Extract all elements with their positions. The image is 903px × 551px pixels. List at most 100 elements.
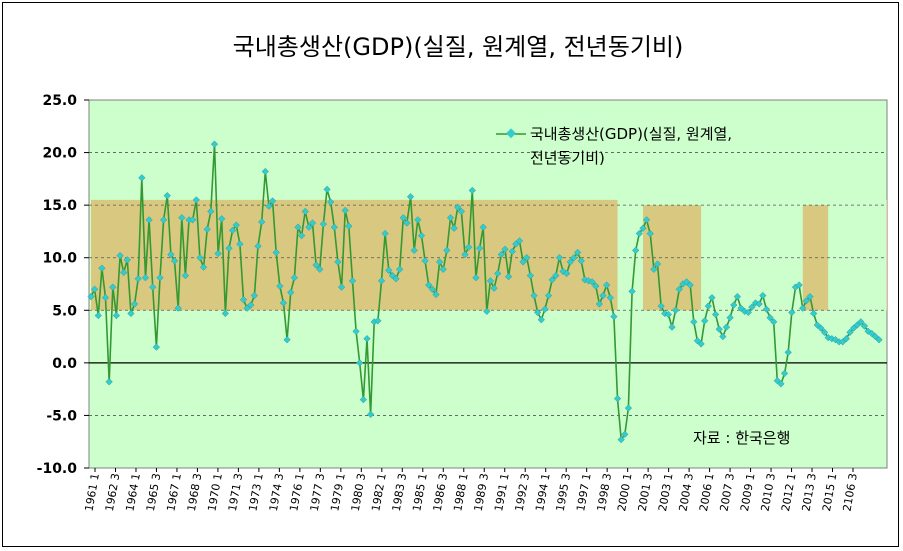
- data-point: [599, 291, 607, 300]
- y-tick-label: -5.0: [46, 408, 77, 424]
- data-point: [559, 267, 567, 276]
- data-point: [308, 219, 317, 227]
- data-point: [348, 277, 357, 285]
- data-point: [726, 313, 734, 322]
- data-point: [363, 335, 371, 343]
- data-point: [461, 250, 469, 259]
- data-point: [105, 378, 113, 386]
- data-point: [653, 260, 662, 268]
- source-note: 자료 : 한국은행: [693, 429, 790, 447]
- x-tick-label: 2012 1: [779, 472, 798, 512]
- data-point: [297, 231, 306, 240]
- data-point: [203, 225, 211, 233]
- data-point: [809, 309, 818, 318]
- data-point: [410, 246, 418, 255]
- x-tick-label: 2009 1: [738, 472, 757, 512]
- data-point: [305, 223, 313, 231]
- data-point: [138, 174, 146, 182]
- data-point: [719, 332, 727, 341]
- data-point: [130, 300, 139, 308]
- data-point: [602, 281, 611, 289]
- data-point: [301, 207, 309, 216]
- data-point: [465, 243, 473, 251]
- data-point: [192, 196, 200, 204]
- data-point: [163, 192, 171, 200]
- data-point: [857, 318, 865, 326]
- data-point: [777, 380, 785, 388]
- data-point: [668, 323, 676, 331]
- data-point: [613, 394, 622, 403]
- x-tick-label: 1992 3: [513, 472, 532, 512]
- data-point: [236, 240, 244, 248]
- data-point: [250, 291, 259, 300]
- data-point: [432, 290, 440, 299]
- data-point: [577, 257, 585, 265]
- data-point: [490, 284, 498, 292]
- data-point: [221, 309, 230, 318]
- data-point: [690, 318, 698, 326]
- data-point: [534, 308, 542, 317]
- data-point: [544, 291, 553, 300]
- legend-label-line1: 국내총생산(GDP)(실질, 원계열,: [530, 125, 732, 143]
- data-point: [341, 206, 349, 215]
- data-point: [366, 410, 375, 419]
- data-point: [483, 307, 491, 315]
- x-tick-label: 2004 3: [677, 472, 696, 512]
- data-point: [403, 219, 411, 227]
- x-tick-label: 2106 3: [840, 472, 859, 512]
- x-tick-label: 1997 1: [574, 472, 593, 512]
- data-point: [283, 336, 291, 344]
- data-point: [759, 291, 767, 300]
- data-point: [265, 202, 273, 210]
- data-point: [704, 302, 712, 310]
- data-point: [312, 261, 320, 269]
- data-point: [345, 222, 353, 230]
- data-point: [555, 254, 564, 262]
- data-point: [446, 214, 455, 222]
- data-point: [421, 257, 429, 265]
- x-tick-label: 1989 3: [472, 472, 491, 512]
- x-tick-label: 1994 1: [533, 472, 552, 512]
- data-point: [120, 268, 128, 277]
- data-point: [570, 254, 578, 262]
- data-point: [552, 271, 560, 280]
- data-point: [806, 292, 814, 301]
- data-point: [802, 297, 811, 305]
- data-point: [842, 335, 850, 343]
- x-tick-label: 1967 1: [164, 472, 183, 512]
- data-point: [588, 278, 596, 286]
- data-point: [181, 271, 190, 280]
- data-point: [748, 303, 756, 311]
- data-point: [439, 265, 447, 273]
- data-point: [167, 250, 175, 259]
- x-tick-label: 1979 1: [328, 472, 347, 512]
- x-tick-label: 2006 1: [697, 472, 716, 512]
- data-point: [788, 308, 796, 317]
- x-tick-label: 1968 3: [185, 472, 204, 512]
- data-point: [316, 265, 324, 273]
- data-point: [428, 285, 436, 293]
- data-point: [664, 310, 673, 319]
- data-point: [392, 275, 400, 283]
- data-point: [646, 229, 654, 238]
- data-point: [388, 271, 397, 280]
- data-point: [770, 318, 778, 326]
- data-point: [196, 254, 204, 262]
- data-point: [356, 359, 364, 367]
- data-point: [708, 294, 716, 302]
- x-tick-label: 2010 3: [759, 472, 778, 512]
- data-point: [799, 304, 807, 312]
- x-tick-label: 1995 3: [554, 472, 573, 512]
- data-point: [711, 310, 720, 319]
- data-point: [624, 404, 633, 412]
- data-point: [860, 322, 869, 330]
- data-point: [377, 277, 386, 285]
- series-layer: [87, 140, 883, 444]
- data-point: [871, 332, 880, 341]
- data-point: [497, 250, 505, 259]
- x-tick-label: 1991 1: [492, 472, 511, 512]
- x-tick-label: 2003 1: [656, 472, 675, 512]
- data-point: [239, 296, 248, 304]
- data-point: [722, 323, 731, 331]
